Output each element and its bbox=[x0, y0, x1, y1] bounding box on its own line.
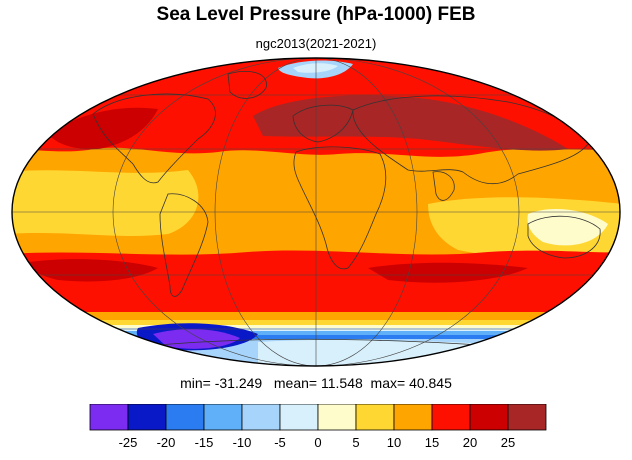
north-america-outline bbox=[92, 93, 216, 184]
stats-line: min= -31.249 mean= 11.548 max= 40.845 bbox=[0, 375, 632, 391]
india-outline bbox=[432, 171, 455, 201]
colorbar-swatch bbox=[279, 404, 319, 431]
colorbar-tick-label: -25 bbox=[119, 435, 138, 450]
globe-outline bbox=[11, 57, 621, 367]
field-arctic-low-core bbox=[293, 63, 338, 73]
field-south-high-indian bbox=[368, 262, 528, 283]
colorbar: -25 -20 -15 -10 -5 0 5 10 15 20 25 bbox=[89, 404, 547, 450]
colorbar-tick-label: -20 bbox=[157, 435, 176, 450]
colorbar-swatch bbox=[317, 404, 357, 431]
colorbar-tick-label: 0 bbox=[314, 435, 321, 450]
colorbar-tick-label: 10 bbox=[387, 435, 401, 450]
colorbar-swatch bbox=[241, 404, 281, 431]
colorbar-tick-label: 15 bbox=[425, 435, 439, 450]
field-north-high bbox=[253, 95, 568, 151]
colorbar-swatch bbox=[469, 404, 509, 431]
colorbar-tick-label: -5 bbox=[274, 435, 286, 450]
mean-value: 11.548 bbox=[320, 375, 363, 391]
greenland-outline bbox=[227, 71, 267, 99]
field-pacific-high bbox=[48, 107, 158, 150]
south-america-outline bbox=[159, 193, 209, 297]
colorbar-tick-label: 20 bbox=[463, 435, 477, 450]
colorbar-tick-label: -10 bbox=[233, 435, 252, 450]
min-value: -31.249 bbox=[214, 375, 263, 391]
asia-outline bbox=[352, 95, 589, 185]
min-label: min= bbox=[180, 375, 211, 391]
max-label: max= bbox=[370, 375, 406, 391]
europe-outline bbox=[292, 104, 354, 143]
colorbar-tick-label: 5 bbox=[352, 435, 359, 450]
mean-label: mean= bbox=[273, 375, 318, 391]
colorbar-swatch bbox=[431, 404, 471, 431]
pressure-map bbox=[11, 57, 621, 367]
colorbar-tick-label: -15 bbox=[195, 435, 214, 450]
field-tropics-yellow bbox=[12, 170, 199, 236]
australia-outline bbox=[527, 215, 601, 259]
colorbar-swatch bbox=[127, 404, 167, 431]
colorbar-swatch bbox=[393, 404, 433, 431]
colorbar-swatch bbox=[165, 404, 205, 431]
plot-title: Sea Level Pressure (hPa-1000) FEB bbox=[156, 4, 476, 25]
colorbar-swatch bbox=[89, 404, 129, 431]
colorbar-swatch bbox=[355, 404, 395, 431]
colorbar-swatch bbox=[507, 404, 547, 431]
field-australia-pale bbox=[527, 209, 608, 246]
africa-outline bbox=[293, 146, 387, 270]
colorbar-swatch bbox=[203, 404, 243, 431]
plot-subtitle: ngc2013(2021-2021) bbox=[255, 36, 377, 51]
colorbar-tick-label: 25 bbox=[501, 435, 515, 450]
max-value: 40.845 bbox=[409, 375, 452, 391]
